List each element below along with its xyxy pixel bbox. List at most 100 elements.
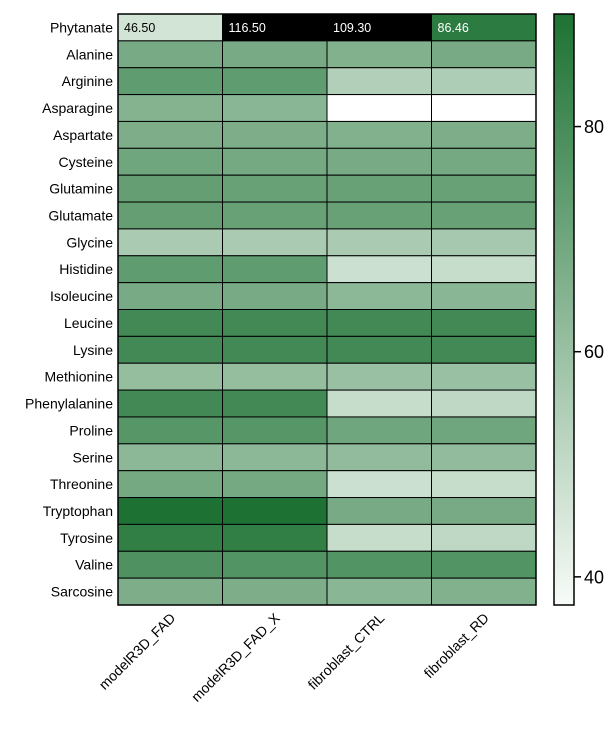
row-label: Tryptophan: [43, 503, 113, 519]
heatmap-cell: [117, 550, 223, 579]
row-label: Sarcosine: [51, 584, 113, 600]
heatmap-cell: [222, 362, 328, 391]
heatmap-cell: [326, 67, 432, 96]
heatmap-cell: [222, 67, 328, 96]
heatmap-cell: [222, 228, 328, 257]
row-label: Glutamine: [49, 181, 113, 197]
heatmap-cell: [431, 335, 537, 364]
heatmap-cell: [222, 523, 328, 552]
heatmap-cell: [222, 389, 328, 418]
heatmap-cell: [222, 416, 328, 445]
heatmap-cell: [326, 389, 432, 418]
heatmap-cell: [117, 255, 223, 284]
heatmap-cell: [326, 497, 432, 525]
heatmap-cell: [117, 40, 223, 69]
heatmap-cell: [117, 362, 223, 391]
row-labels: Phytanate Alanine Arginine Asparagine Aspart…: [25, 19, 113, 599]
row-label: Glycine: [66, 234, 113, 250]
row-label: Methionine: [45, 369, 114, 385]
row-label: Threonine: [50, 476, 113, 492]
heatmap-cell: [431, 67, 537, 96]
row-label: Isoleucine: [50, 288, 113, 304]
heatmap-cell: [431, 309, 537, 337]
heatmap-cell: [222, 335, 328, 364]
heatmap-cell: [431, 120, 537, 149]
row-label: Leucine: [64, 315, 113, 331]
row-label: Cysteine: [59, 154, 114, 170]
heatmap-cell: [431, 389, 537, 418]
heatmap-cell: [222, 577, 328, 606]
heatmap-cell: [431, 147, 537, 176]
heatmap-cell: [326, 577, 432, 606]
colorbar-tick-label: 40: [584, 567, 604, 587]
column-label: fibroblast_CTRL: [305, 610, 388, 693]
heatmap-cell: [431, 228, 537, 257]
heatmap-cell: [222, 147, 328, 176]
heatmap-cell: [117, 335, 223, 364]
heatmap-cell: [431, 523, 537, 552]
heatmap-cell: [431, 282, 537, 310]
heatmap-cell: [222, 309, 328, 337]
heatmap-cell: [431, 174, 537, 203]
heatmap-cell: [117, 577, 223, 606]
heatmap-cell: [117, 282, 223, 310]
colorbar-tick-label: 60: [584, 342, 604, 362]
heatmap-cell: [222, 497, 328, 525]
heatmap-cells: 46.50 116.50 109.30 86.46: [117, 13, 537, 606]
row-label: Glutamate: [48, 207, 113, 223]
row-label: Phenylalanine: [25, 396, 113, 412]
heatmap-cell: [431, 470, 537, 499]
heatmap-cell: [222, 550, 328, 579]
cell-value-label: 109.30: [333, 21, 371, 35]
heatmap-cell: [222, 443, 328, 472]
heatmap-cell: [431, 40, 537, 69]
row-label: Arginine: [62, 73, 114, 89]
heatmap-cell: [222, 120, 328, 149]
heatmap-cell: [326, 470, 432, 499]
heatmap-frame: [117, 13, 537, 606]
row-label: Phytanate: [50, 19, 113, 35]
heatmap-cell: [326, 550, 432, 579]
heatmap-cell: [326, 416, 432, 445]
row-label: Lysine: [73, 342, 113, 358]
cell-value-label: 86.46: [438, 21, 469, 35]
heatmap-cell: [431, 550, 537, 579]
heatmap-cell: [222, 13, 328, 42]
heatmap-cell: [326, 443, 432, 472]
heatmap-cell: [326, 174, 432, 203]
colorbar-tick-label: 80: [584, 117, 604, 137]
heatmap-cell: [431, 443, 537, 472]
heatmap-cell: [326, 40, 432, 69]
row-label: Proline: [69, 422, 113, 438]
heatmap-cell: [431, 416, 537, 445]
row-label: Alanine: [66, 46, 113, 62]
heatmap-cell: [326, 309, 432, 337]
row-label: Aspartate: [53, 127, 113, 143]
colorbar-gradient: [553, 13, 575, 606]
column-label: modelR3D_FAD: [96, 610, 179, 693]
heatmap-cell: [117, 67, 223, 96]
heatmap-cell: [117, 174, 223, 203]
row-label: Serine: [73, 449, 114, 465]
heatmap-cell: [222, 174, 328, 203]
heatmap-cell: [117, 228, 223, 257]
heatmap-cell: [222, 255, 328, 284]
heatmap-cell: [431, 577, 537, 606]
heatmap-cell: [326, 255, 432, 284]
heatmap-cell: [326, 201, 432, 230]
heatmap-cell: [326, 523, 432, 552]
heatmap-cell: [222, 40, 328, 69]
heatmap-cell: [431, 94, 537, 122]
heatmap-cell: [431, 255, 537, 284]
row-label: Asparagine: [42, 100, 113, 116]
heatmap-cell: [326, 120, 432, 149]
column-label: fibroblast_RD: [421, 610, 492, 681]
heatmap-cell: [431, 201, 537, 230]
heatmap-cell: [326, 335, 432, 364]
column-label: modelR3D_FAD_X: [188, 609, 283, 704]
heatmap-cell: [117, 416, 223, 445]
row-label: Tyrosine: [60, 530, 113, 546]
heatmap-cell: [326, 147, 432, 176]
cell-value-label: 46.50: [124, 21, 155, 35]
